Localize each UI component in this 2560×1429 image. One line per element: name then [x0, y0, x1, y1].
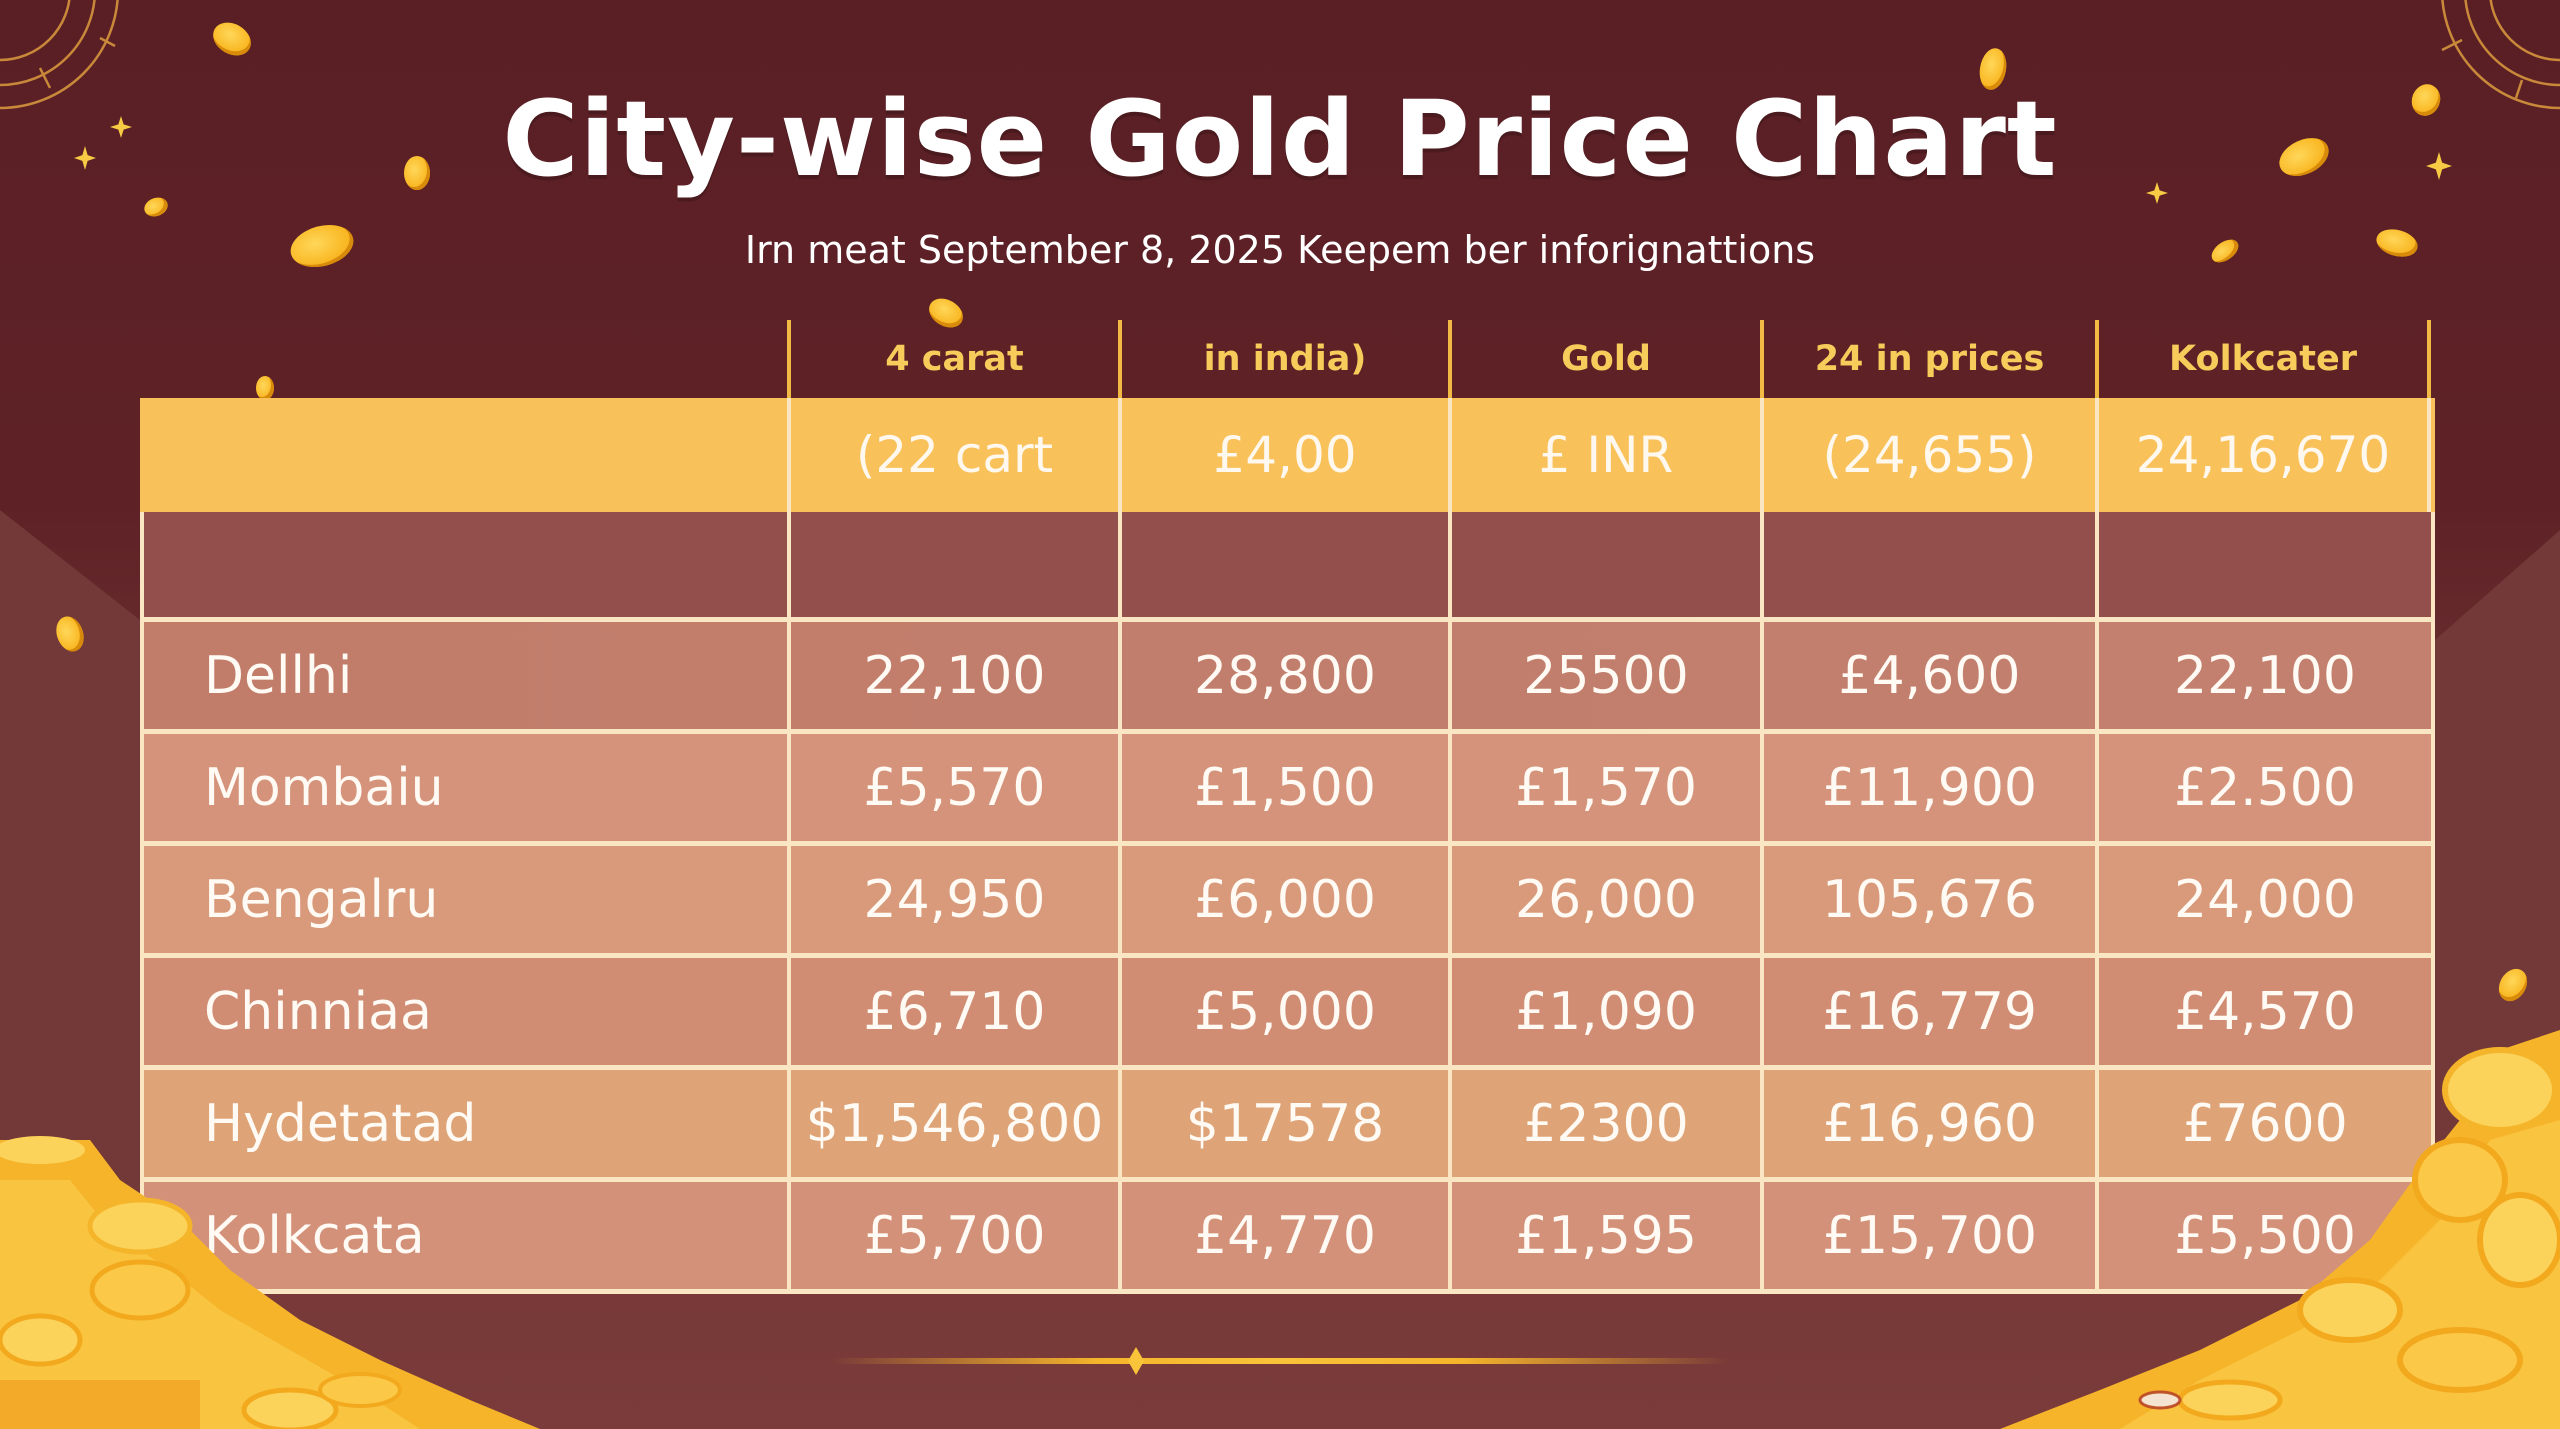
- table-cell: (24,655): [1760, 398, 2095, 512]
- table-cell: [1760, 512, 2095, 617]
- table-cell: 22,100: [2095, 622, 2431, 729]
- table-cell: £4,570: [2095, 958, 2431, 1065]
- gold-coin-icon: [404, 156, 430, 190]
- table-cell: £1,090: [1448, 958, 1760, 1065]
- table-cell: $17578: [1118, 1070, 1448, 1177]
- table-row: Bengalru 24,950 £6,000 26,000 105,676 24…: [140, 846, 2435, 958]
- table-cell: £16,960: [1760, 1070, 2095, 1177]
- table-highlight-row: (22 cart £4,00 £ INR (24,655) 24,16,670: [140, 398, 2435, 517]
- table-cell: £5,570: [787, 734, 1118, 841]
- table-cell: 105,676: [1760, 846, 2095, 953]
- table-cell: £4,770: [1118, 1182, 1448, 1289]
- table-cell: £6,710: [787, 958, 1118, 1065]
- table-cell: 28,800: [1118, 622, 1448, 729]
- table-row: Mombaiu £5,570 £1,500 £1,570 £11,900 £2.…: [140, 734, 2435, 846]
- page-title: City-wise Gold Price Chart: [502, 78, 2058, 200]
- table-cell: 24,000: [2095, 846, 2431, 953]
- ornate-circle-icon: [0, 0, 119, 110]
- city-name: Bengalru: [204, 869, 439, 930]
- table-cell: (22 cart: [787, 398, 1118, 512]
- table-cell: £5,700: [787, 1182, 1118, 1289]
- ornate-circle-icon: [2441, 0, 2560, 110]
- table-cell: $1,546,800: [787, 1070, 1118, 1177]
- city-name: Hydetatad: [204, 1093, 477, 1154]
- city-name: Kolkcata: [204, 1205, 425, 1266]
- gold-coin-icon: [256, 376, 274, 400]
- table-cell: £6,000: [1118, 846, 1448, 953]
- table-cell: £11,900: [1760, 734, 2095, 841]
- table-cell: £16,779: [1760, 958, 2095, 1065]
- column-header-city: [140, 320, 787, 398]
- column-header: 24 in prices: [1760, 320, 2095, 398]
- table-cell: £2.500: [2095, 734, 2431, 841]
- table-blank-row: [140, 512, 2435, 622]
- table-cell: £5,500: [2095, 1182, 2431, 1289]
- table-cell: 24,950: [787, 846, 1118, 953]
- table-cell: £15,700: [1760, 1182, 2095, 1289]
- table-cell: 24,16,670: [2095, 398, 2431, 512]
- table-cell: £4,00: [1118, 398, 1448, 512]
- table-cell: 22,100: [787, 622, 1118, 729]
- table-cell: £1,570: [1448, 734, 1760, 841]
- diamond-divider-icon: [1128, 1347, 1144, 1375]
- table-cell: £1,595: [1448, 1182, 1760, 1289]
- table-row: Chinniaa £6,710 £5,000 £1,090 £16,779 £4…: [140, 958, 2435, 1070]
- column-header: Kolkcater: [2095, 320, 2431, 398]
- table-cell: [787, 512, 1118, 617]
- decorative-divider: [830, 1358, 1730, 1364]
- table-cell: £4,600: [1760, 622, 2095, 729]
- page-subtitle: Irn meat September 8, 2025 Keepem ber in…: [744, 228, 1816, 272]
- city-name: Chinniaa: [204, 981, 432, 1042]
- table-row: Dellhi 22,100 28,800 25500 £4,600 22,100: [140, 622, 2435, 734]
- table-header-row: 4 carat in india) Gold 24 in prices Kolk…: [140, 320, 2435, 398]
- table-row: Kolkcata £5,700 £4,770 £1,595 £15,700 £5…: [140, 1182, 2435, 1294]
- table-row: Hydetatad $1,546,800 $17578 £2300 £16,96…: [140, 1070, 2435, 1182]
- table-cell: 26,000: [1448, 846, 1760, 953]
- table-cell: £1,500: [1118, 734, 1448, 841]
- table-cell: £2300: [1448, 1070, 1760, 1177]
- column-header: Gold: [1448, 320, 1760, 398]
- column-header: 4 carat: [787, 320, 1118, 398]
- city-name: Mombaiu: [204, 757, 444, 818]
- table-cell: £5,000: [1118, 958, 1448, 1065]
- coin-pile-icon: [0, 1136, 540, 1429]
- column-header: in india): [1118, 320, 1448, 398]
- table-cell: [140, 398, 787, 512]
- table-cell: 25500: [1448, 622, 1760, 729]
- table-cell: [2095, 512, 2431, 617]
- table-cell: £7600: [2095, 1070, 2431, 1177]
- coin-pile-icon: [2000, 1030, 2560, 1429]
- table-cell: [1448, 512, 1760, 617]
- city-name: Dellhi: [204, 645, 353, 706]
- table-cell: £ INR: [1448, 398, 1760, 512]
- table-cell: [1118, 512, 1448, 617]
